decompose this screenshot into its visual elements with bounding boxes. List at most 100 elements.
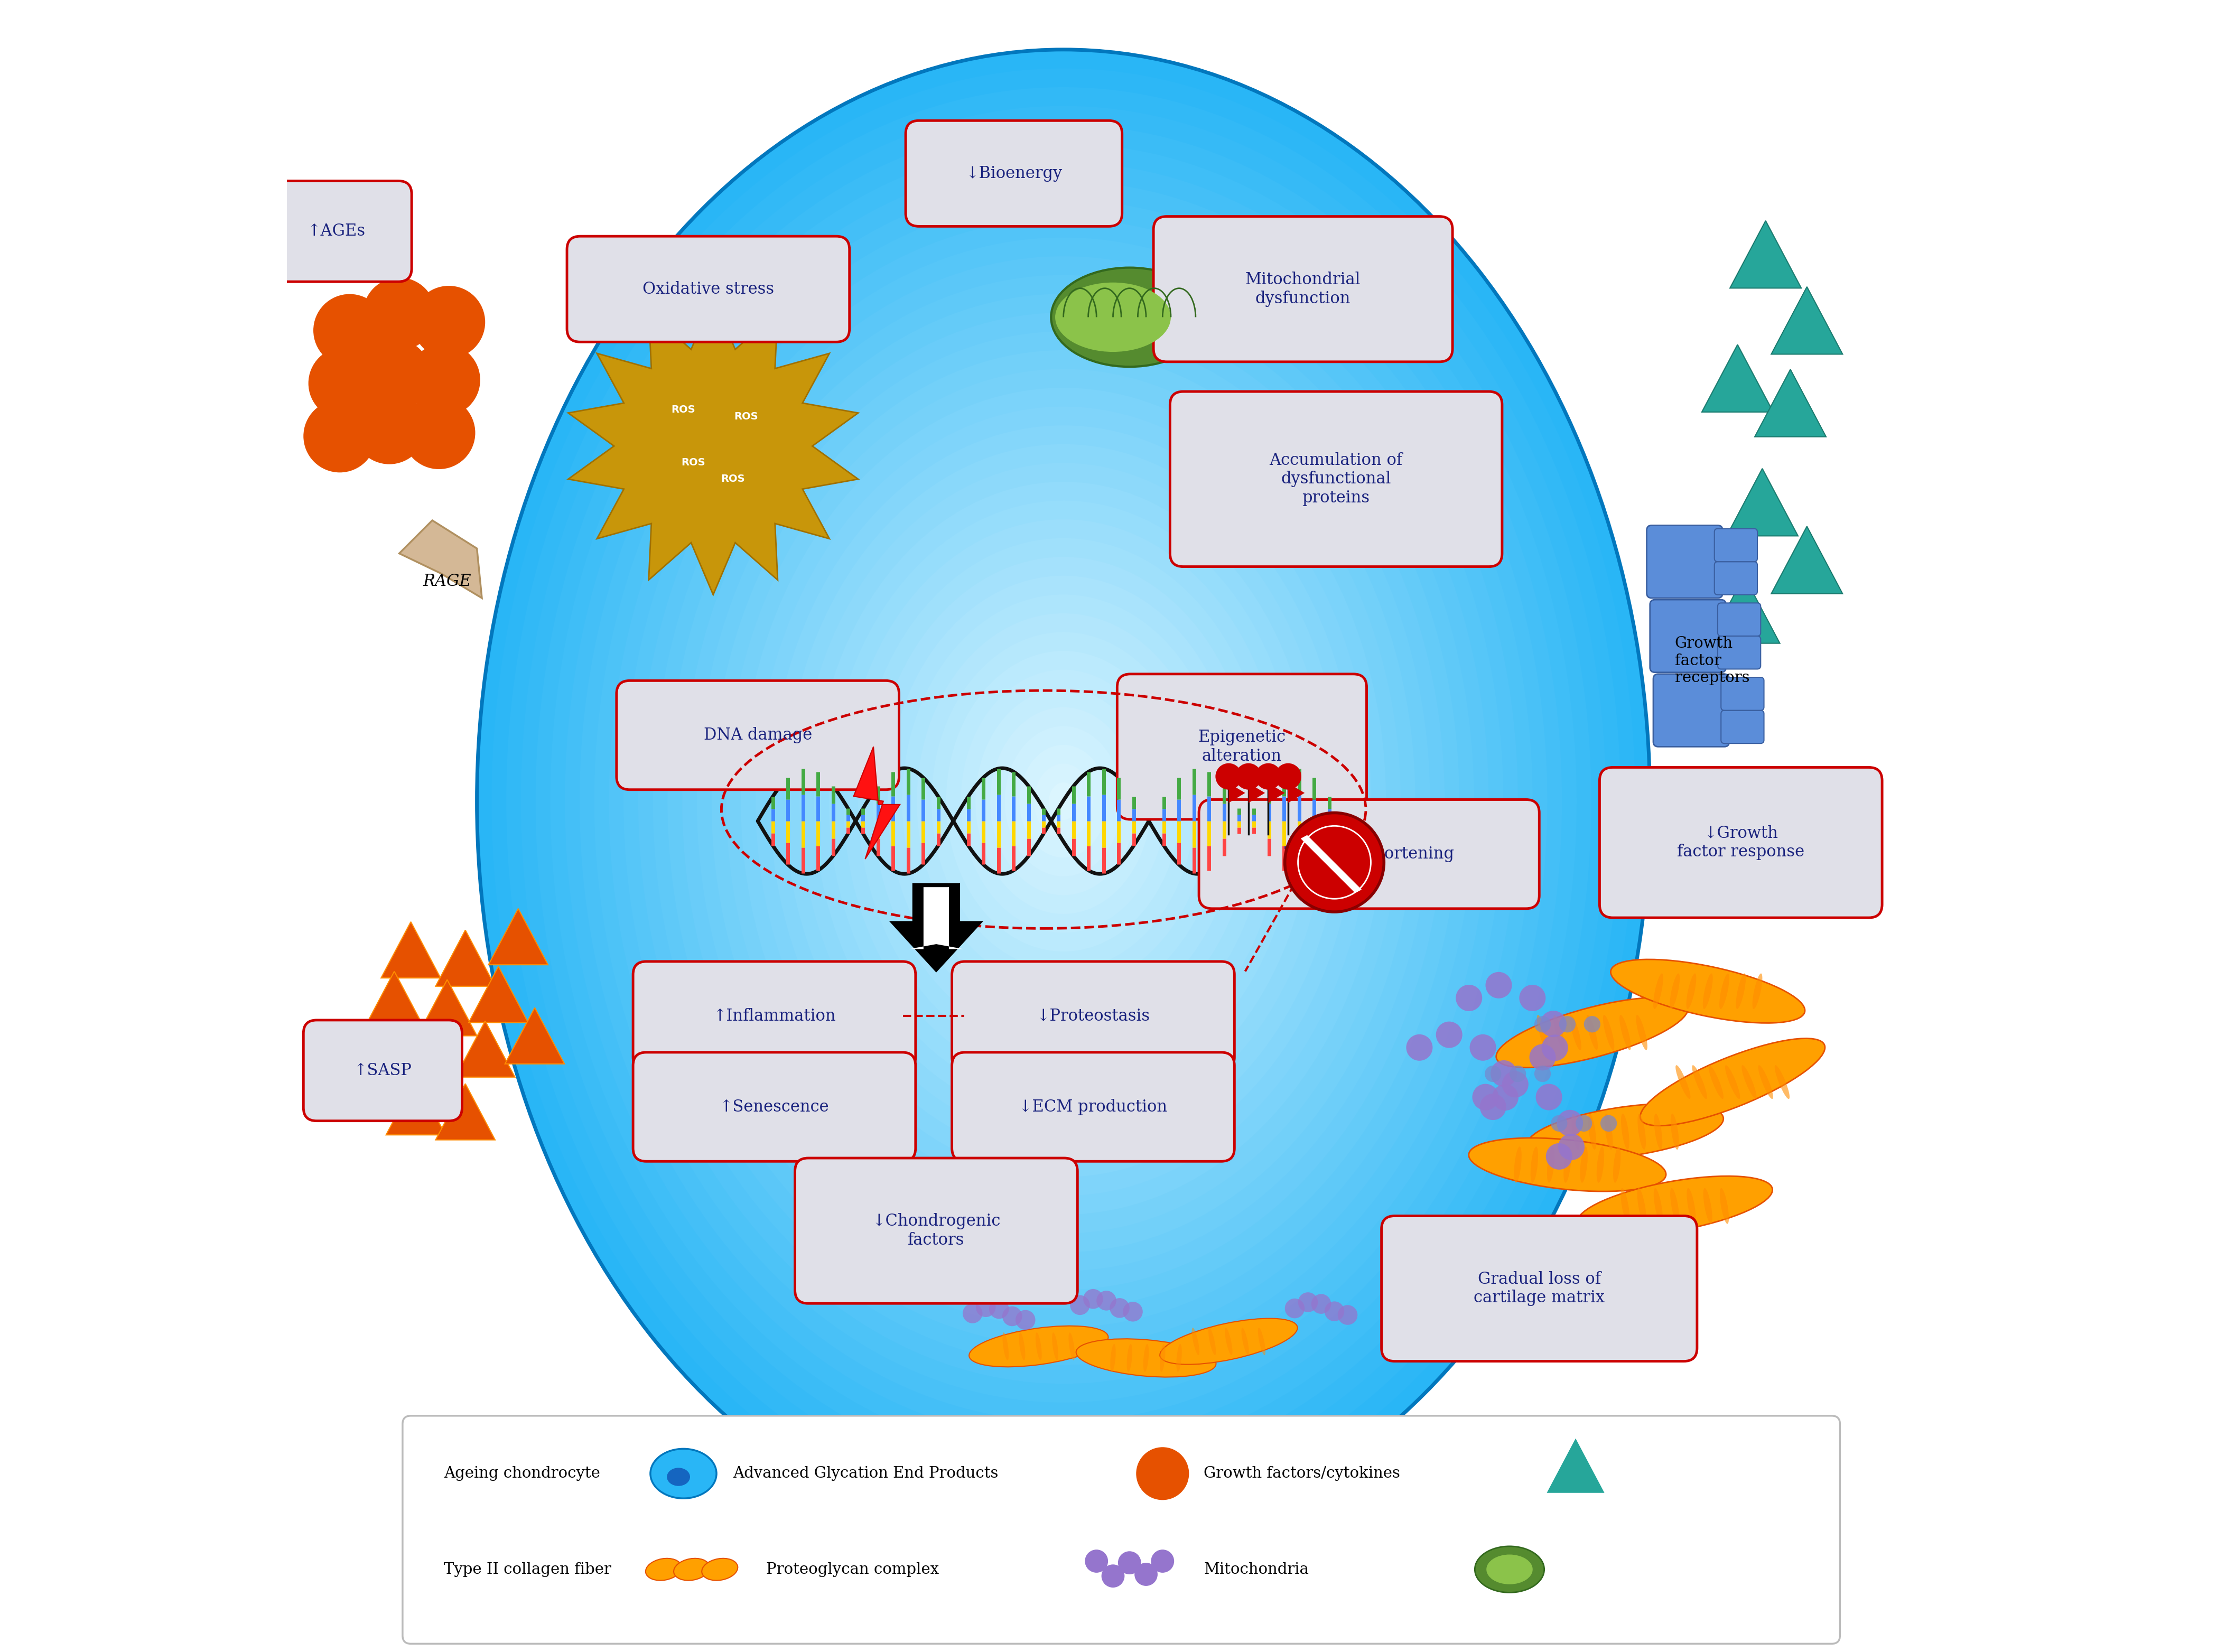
Circle shape: [1182, 430, 1249, 496]
Ellipse shape: [1621, 1014, 1632, 1051]
Circle shape: [1255, 763, 1282, 790]
Ellipse shape: [652, 276, 1474, 1328]
Circle shape: [1122, 1302, 1142, 1322]
Circle shape: [1111, 1298, 1129, 1318]
Polygon shape: [487, 909, 548, 965]
Ellipse shape: [594, 200, 1534, 1403]
Ellipse shape: [1703, 973, 1712, 1009]
Polygon shape: [436, 930, 494, 986]
Circle shape: [1509, 1066, 1527, 1082]
Ellipse shape: [1514, 1146, 1523, 1183]
Circle shape: [1084, 1550, 1109, 1573]
Ellipse shape: [1242, 1328, 1249, 1355]
Circle shape: [1298, 1292, 1318, 1312]
Ellipse shape: [1068, 1333, 1075, 1360]
Ellipse shape: [579, 182, 1547, 1421]
Text: Ageing chondrocyte: Ageing chondrocyte: [443, 1467, 601, 1480]
Circle shape: [1002, 1307, 1022, 1327]
Ellipse shape: [1209, 1328, 1215, 1355]
Ellipse shape: [1111, 1345, 1115, 1371]
FancyBboxPatch shape: [1200, 800, 1538, 909]
Ellipse shape: [1527, 1104, 1723, 1160]
Circle shape: [1215, 763, 1242, 790]
Ellipse shape: [623, 238, 1503, 1365]
Circle shape: [1480, 1094, 1507, 1120]
Ellipse shape: [1020, 745, 1106, 857]
Polygon shape: [436, 1084, 494, 1140]
Ellipse shape: [1736, 973, 1745, 1009]
Ellipse shape: [1725, 1066, 1741, 1099]
Circle shape: [1469, 1034, 1496, 1061]
Ellipse shape: [492, 68, 1636, 1535]
Polygon shape: [456, 1021, 514, 1077]
Ellipse shape: [1053, 1333, 1057, 1360]
Ellipse shape: [1641, 1039, 1825, 1125]
Ellipse shape: [1654, 973, 1663, 1009]
Ellipse shape: [1531, 1146, 1538, 1183]
Circle shape: [412, 286, 485, 358]
Ellipse shape: [1020, 1333, 1026, 1360]
Ellipse shape: [674, 1558, 710, 1581]
Circle shape: [1284, 1298, 1304, 1318]
Ellipse shape: [610, 218, 1518, 1384]
Circle shape: [1229, 416, 1296, 482]
Polygon shape: [568, 297, 859, 595]
FancyBboxPatch shape: [1153, 216, 1454, 362]
Ellipse shape: [536, 126, 1592, 1479]
Circle shape: [1084, 1289, 1104, 1308]
Ellipse shape: [1612, 960, 1805, 1023]
Ellipse shape: [1576, 1176, 1772, 1236]
Ellipse shape: [1580, 1146, 1587, 1183]
Ellipse shape: [1654, 1113, 1663, 1150]
FancyBboxPatch shape: [1649, 600, 1725, 672]
Polygon shape: [1229, 783, 1244, 803]
Ellipse shape: [521, 106, 1605, 1497]
Circle shape: [1298, 826, 1369, 899]
Circle shape: [358, 339, 430, 411]
Circle shape: [1536, 1084, 1563, 1110]
Ellipse shape: [946, 651, 1180, 952]
Ellipse shape: [1605, 1113, 1614, 1150]
FancyBboxPatch shape: [1600, 767, 1883, 919]
Polygon shape: [505, 1008, 565, 1064]
Circle shape: [1311, 1294, 1331, 1313]
Ellipse shape: [712, 350, 1416, 1252]
Circle shape: [1543, 1034, 1567, 1061]
Ellipse shape: [962, 669, 1166, 933]
Polygon shape: [365, 971, 423, 1028]
Ellipse shape: [815, 482, 1313, 1120]
Circle shape: [975, 1297, 995, 1317]
Ellipse shape: [1603, 1014, 1614, 1051]
Text: ↑Senescence: ↑Senescence: [719, 1099, 828, 1115]
FancyBboxPatch shape: [906, 121, 1122, 226]
Circle shape: [363, 278, 436, 350]
Ellipse shape: [1587, 1113, 1596, 1150]
Ellipse shape: [1718, 973, 1730, 1009]
Ellipse shape: [1075, 1338, 1215, 1378]
Ellipse shape: [1224, 1328, 1233, 1355]
Text: DNA damage: DNA damage: [703, 727, 812, 743]
FancyBboxPatch shape: [1382, 1216, 1696, 1361]
Ellipse shape: [1160, 1318, 1298, 1365]
Circle shape: [988, 1298, 1008, 1318]
FancyBboxPatch shape: [953, 1052, 1235, 1161]
Circle shape: [403, 396, 476, 469]
Ellipse shape: [1654, 1188, 1663, 1224]
Circle shape: [1204, 438, 1271, 504]
FancyBboxPatch shape: [1718, 636, 1761, 669]
Ellipse shape: [1569, 1014, 1580, 1051]
Ellipse shape: [1721, 1188, 1730, 1224]
Text: Type II collagen fiber: Type II collagen fiber: [443, 1563, 612, 1576]
Circle shape: [1491, 1061, 1516, 1087]
Ellipse shape: [550, 144, 1576, 1459]
Ellipse shape: [755, 406, 1371, 1196]
Ellipse shape: [859, 539, 1269, 1064]
Circle shape: [354, 392, 425, 464]
Circle shape: [1552, 1115, 1567, 1132]
Polygon shape: [1772, 287, 1843, 354]
Ellipse shape: [1638, 1113, 1645, 1150]
Text: ROS: ROS: [735, 411, 759, 421]
Circle shape: [1529, 1044, 1556, 1070]
FancyBboxPatch shape: [953, 961, 1235, 1070]
FancyBboxPatch shape: [1714, 529, 1756, 562]
